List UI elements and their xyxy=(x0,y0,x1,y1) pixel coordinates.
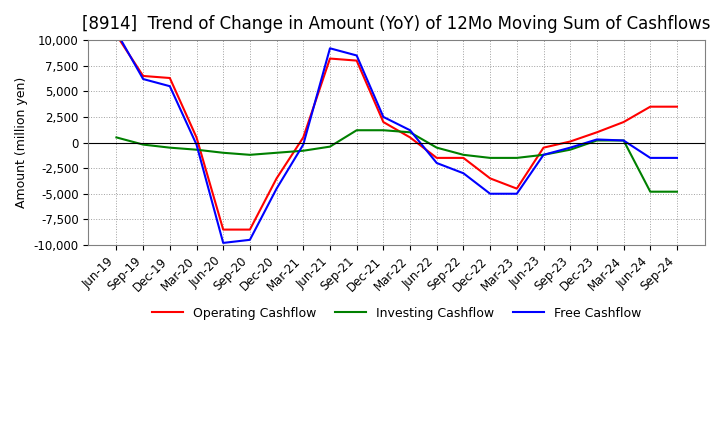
Free Cashflow xyxy=(325,46,334,51)
Investing Cashflow xyxy=(299,148,307,154)
Investing Cashflow xyxy=(325,144,334,149)
Operating Cashflow xyxy=(486,176,495,181)
Free Cashflow xyxy=(272,186,281,191)
Free Cashflow xyxy=(486,191,495,196)
Investing Cashflow xyxy=(672,189,681,194)
Operating Cashflow xyxy=(112,33,121,38)
Free Cashflow xyxy=(352,53,361,58)
Operating Cashflow xyxy=(352,58,361,63)
Operating Cashflow xyxy=(246,227,254,232)
Investing Cashflow xyxy=(192,147,201,152)
Free Cashflow xyxy=(112,29,121,35)
Line: Operating Cashflow: Operating Cashflow xyxy=(117,35,677,230)
Operating Cashflow xyxy=(593,130,601,135)
Operating Cashflow xyxy=(406,135,415,140)
Investing Cashflow xyxy=(406,130,415,135)
Operating Cashflow xyxy=(166,75,174,81)
Free Cashflow xyxy=(379,114,387,120)
Operating Cashflow xyxy=(513,186,521,191)
Operating Cashflow xyxy=(539,145,548,150)
Free Cashflow xyxy=(646,155,654,161)
Investing Cashflow xyxy=(619,138,628,143)
Investing Cashflow xyxy=(112,135,121,140)
Operating Cashflow xyxy=(299,135,307,140)
Line: Free Cashflow: Free Cashflow xyxy=(117,32,677,243)
Free Cashflow xyxy=(219,240,228,246)
Investing Cashflow xyxy=(379,128,387,133)
Operating Cashflow xyxy=(459,155,468,161)
Free Cashflow xyxy=(192,142,201,147)
Y-axis label: Amount (million yen): Amount (million yen) xyxy=(15,77,28,208)
Free Cashflow xyxy=(166,84,174,89)
Free Cashflow xyxy=(139,77,148,82)
Free Cashflow xyxy=(672,155,681,161)
Investing Cashflow xyxy=(272,150,281,155)
Operating Cashflow xyxy=(433,155,441,161)
Operating Cashflow xyxy=(619,119,628,125)
Operating Cashflow xyxy=(379,119,387,125)
Investing Cashflow xyxy=(352,128,361,133)
Free Cashflow xyxy=(566,145,575,150)
Operating Cashflow xyxy=(272,176,281,181)
Investing Cashflow xyxy=(593,138,601,143)
Operating Cashflow xyxy=(192,135,201,140)
Investing Cashflow xyxy=(433,145,441,150)
Investing Cashflow xyxy=(566,147,575,152)
Free Cashflow xyxy=(619,138,628,143)
Investing Cashflow xyxy=(459,152,468,158)
Title: [8914]  Trend of Change in Amount (YoY) of 12Mo Moving Sum of Cashflows: [8914] Trend of Change in Amount (YoY) o… xyxy=(83,15,711,33)
Investing Cashflow xyxy=(139,142,148,147)
Investing Cashflow xyxy=(646,189,654,194)
Free Cashflow xyxy=(513,191,521,196)
Free Cashflow xyxy=(433,160,441,165)
Free Cashflow xyxy=(299,142,307,147)
Free Cashflow xyxy=(406,128,415,133)
Operating Cashflow xyxy=(139,73,148,79)
Operating Cashflow xyxy=(219,227,228,232)
Free Cashflow xyxy=(539,152,548,158)
Investing Cashflow xyxy=(166,145,174,150)
Operating Cashflow xyxy=(325,56,334,61)
Operating Cashflow xyxy=(672,104,681,109)
Free Cashflow xyxy=(459,171,468,176)
Investing Cashflow xyxy=(486,155,495,161)
Free Cashflow xyxy=(593,137,601,142)
Operating Cashflow xyxy=(646,104,654,109)
Investing Cashflow xyxy=(539,152,548,158)
Operating Cashflow xyxy=(566,139,575,144)
Legend: Operating Cashflow, Investing Cashflow, Free Cashflow: Operating Cashflow, Investing Cashflow, … xyxy=(147,302,647,325)
Free Cashflow xyxy=(246,237,254,242)
Investing Cashflow xyxy=(219,150,228,155)
Line: Investing Cashflow: Investing Cashflow xyxy=(117,130,677,192)
Investing Cashflow xyxy=(513,155,521,161)
Investing Cashflow xyxy=(246,152,254,158)
